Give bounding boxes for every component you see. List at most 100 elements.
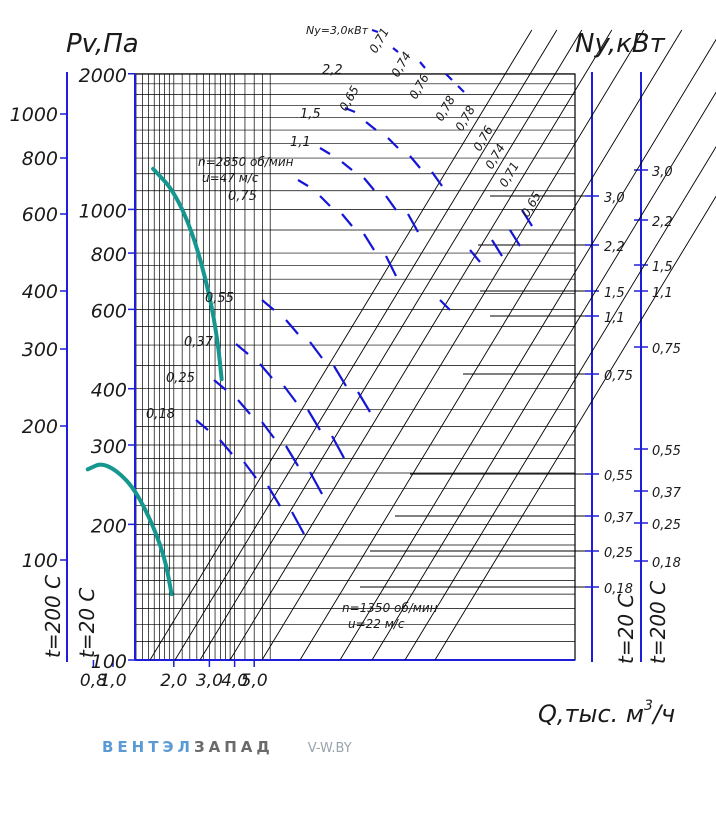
flow-axis-sup: 3 bbox=[644, 698, 653, 714]
power200-tick-label: 0,25 bbox=[652, 518, 681, 533]
operating-point-speed: u=22 м/с bbox=[348, 617, 405, 631]
operating-point-label: n=2850 об/мин bbox=[198, 155, 294, 169]
hot-y-tick-label: 1000 bbox=[10, 104, 58, 126]
power-dash bbox=[219, 439, 233, 455]
operating-point-speed: u=47 м/с bbox=[202, 171, 259, 185]
power-dash bbox=[333, 365, 347, 387]
brand-footer: ВЕНТЭЛЗАПАД V-W.BY bbox=[102, 738, 352, 756]
power-dash bbox=[261, 421, 275, 439]
lower-power-label: 0,37 bbox=[184, 335, 214, 350]
power-dash bbox=[237, 399, 251, 415]
power-dash bbox=[243, 461, 257, 479]
ny-title-label: Ny=3,0кВт bbox=[306, 24, 369, 37]
x-tick-label: 4,0 bbox=[221, 671, 248, 691]
x-tick-label: 5,0 bbox=[241, 671, 268, 691]
efficiency-label-top: 0,74 bbox=[388, 49, 413, 79]
power-dash bbox=[261, 299, 275, 311]
curve-series-2 bbox=[85, 462, 174, 597]
main-y-tick-label: 600 bbox=[91, 300, 127, 322]
power-dash bbox=[509, 229, 521, 247]
flow-axis-tail: /ч bbox=[651, 700, 675, 728]
x-tick-label: 3,0 bbox=[196, 671, 223, 691]
power-dash bbox=[297, 179, 309, 187]
efficiency-label-top: 0,65 bbox=[336, 83, 361, 113]
power-dash bbox=[341, 213, 353, 227]
main-y-tick-label: 100 bbox=[91, 651, 127, 673]
power-dash bbox=[419, 61, 426, 69]
diagonal-line bbox=[229, 29, 613, 661]
brand-part2: ЗАПАД bbox=[193, 738, 274, 756]
flow-axis-text: Q,тыс. м bbox=[538, 700, 644, 728]
brand-site: V-W.BY bbox=[307, 741, 352, 756]
power-dash bbox=[363, 233, 375, 251]
temp-hot-right-label: t=200 C bbox=[646, 581, 670, 664]
diagonal-line bbox=[174, 29, 558, 661]
power-dash bbox=[259, 363, 273, 379]
power-dash bbox=[291, 511, 305, 535]
efficiency-label: 0,65 bbox=[518, 189, 543, 219]
efficiency-label-top: 0,71 bbox=[366, 25, 391, 55]
power-dash bbox=[385, 195, 397, 211]
main-y-tick-label: 2000 bbox=[79, 65, 127, 87]
hot-y-tick-label: 200 bbox=[22, 416, 58, 438]
power200-tick-label: 1,5 bbox=[652, 260, 673, 275]
power-dash bbox=[341, 161, 353, 171]
power20-tick-label: 0,55 bbox=[604, 469, 633, 484]
power-dash bbox=[267, 485, 281, 507]
power20-tick-label: 2,2 bbox=[604, 240, 625, 255]
power20-tick-label: 0,37 bbox=[604, 511, 634, 526]
lower-power-label: 0,55 bbox=[205, 291, 234, 306]
temp-cold-left-label: t=20 C bbox=[75, 588, 99, 658]
power-dash bbox=[439, 299, 451, 311]
power-dash bbox=[285, 319, 299, 335]
power200-tick-label: 3,0 bbox=[652, 165, 673, 180]
efficiency-label-top: 0,78 bbox=[432, 93, 458, 123]
efficiency-label: 0,78 bbox=[452, 103, 478, 133]
flow-axis-label: Q,тыс. м3/ч bbox=[538, 698, 675, 728]
power-dash bbox=[392, 47, 399, 53]
hot-y-tick-label: 100 bbox=[22, 550, 58, 572]
diagonal-line bbox=[299, 29, 683, 661]
power200-tick-label: 1,1 bbox=[652, 286, 673, 301]
power20-tick-label: 0,75 bbox=[604, 369, 633, 384]
power-dash bbox=[319, 147, 331, 155]
characteristic-curves bbox=[85, 166, 224, 597]
power-dash bbox=[195, 419, 209, 431]
x-tick-label: 1,0 bbox=[99, 671, 126, 691]
power-dash bbox=[235, 343, 249, 355]
power200-tick-label: 0,18 bbox=[652, 556, 681, 571]
power-dashes bbox=[195, 28, 533, 535]
power-dash bbox=[521, 209, 533, 227]
x-tick-label: 2,0 bbox=[160, 671, 187, 691]
power-dash bbox=[491, 239, 503, 257]
brand-part1: ВЕНТЭЛ bbox=[102, 738, 194, 756]
power-dash bbox=[365, 121, 377, 131]
power20-tick-label: 1,1 bbox=[604, 311, 625, 326]
power200-tick-label: 0,75 bbox=[652, 342, 681, 357]
main-y-tick-label: 300 bbox=[91, 436, 127, 458]
pressure-axis-label: Pv,Па bbox=[66, 29, 139, 59]
power-dash bbox=[331, 435, 345, 459]
power200-tick-label: 0,37 bbox=[652, 486, 682, 501]
operating-point-label: n=1350 об/мин bbox=[342, 601, 438, 615]
power-dash bbox=[445, 73, 453, 81]
power200-tick-label: 2,2 bbox=[652, 215, 673, 230]
power-dash bbox=[407, 213, 419, 233]
efficiency-label-top: 0,76 bbox=[406, 71, 432, 101]
power-dash bbox=[283, 385, 297, 403]
lower-power-label: 0,25 bbox=[166, 371, 195, 386]
power-dash bbox=[457, 85, 465, 93]
curve-series-1 bbox=[151, 166, 224, 382]
main-y-tick-label: 400 bbox=[91, 380, 127, 402]
power-diagonal-lines bbox=[149, 29, 716, 661]
power-dash bbox=[387, 137, 399, 149]
main-y-tick-label: 1000 bbox=[79, 200, 127, 222]
temp-cold-right-label: t=20 C bbox=[614, 594, 638, 664]
lower-power-label: 0,18 bbox=[146, 407, 175, 422]
power-dash bbox=[469, 249, 481, 263]
power20-tick-label: 1,5 bbox=[604, 286, 625, 301]
power-dash bbox=[309, 341, 323, 359]
power20-tick-label: 3,0 bbox=[604, 191, 625, 206]
hot-y-tick-label: 800 bbox=[22, 148, 58, 170]
power-dash bbox=[344, 106, 356, 114]
